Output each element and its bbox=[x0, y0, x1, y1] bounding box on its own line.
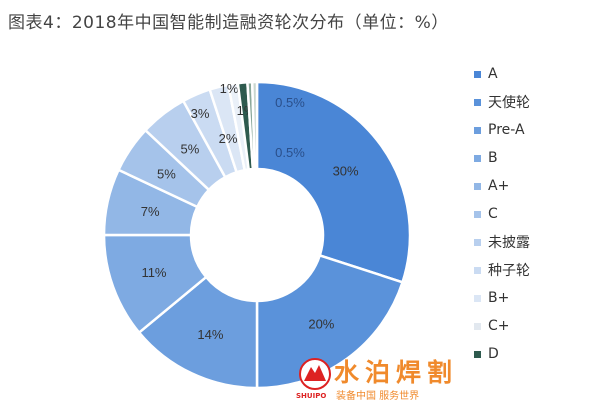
slice-unlabeled-12 bbox=[250, 80, 259, 171]
legend-swatch bbox=[474, 126, 481, 134]
data-label: 5% bbox=[157, 166, 176, 181]
data-label: 1% bbox=[220, 81, 239, 96]
legend-label: A+ bbox=[488, 178, 510, 194]
legend: A 天使轮 Pre-A B A+ C 未披露种子轮 B+ C+ D bbox=[474, 60, 530, 368]
legend-swatch bbox=[474, 350, 481, 358]
legend-item: B bbox=[474, 144, 530, 172]
data-label: 2% bbox=[219, 131, 238, 146]
slice-A bbox=[255, 80, 412, 284]
legend-label: A bbox=[488, 66, 498, 82]
slice-Pre-A bbox=[137, 275, 259, 390]
data-label: 0.5% bbox=[275, 145, 305, 160]
data-label: 30% bbox=[333, 164, 359, 179]
data-label: 5% bbox=[180, 141, 199, 156]
data-label: 11% bbox=[141, 265, 166, 280]
legend-item: B+ bbox=[474, 284, 530, 312]
data-label: 7% bbox=[141, 204, 160, 219]
data-label: 14% bbox=[197, 327, 223, 342]
legend-item: C bbox=[474, 200, 530, 228]
legend-swatch bbox=[474, 210, 481, 218]
legend-item: 天使轮 bbox=[474, 88, 530, 116]
legend-item: 未披露 bbox=[474, 228, 530, 256]
legend-item: Pre-A bbox=[474, 116, 530, 144]
legend-swatch bbox=[474, 70, 481, 78]
legend-swatch bbox=[474, 98, 481, 106]
legend-swatch bbox=[474, 294, 481, 302]
legend-item: A+ bbox=[474, 172, 530, 200]
watermark-logo: 水泊焊割 装备中国 服务世界 SHUIPO bbox=[296, 355, 466, 401]
logo-name: 水泊焊割 bbox=[334, 358, 459, 387]
legend-swatch bbox=[474, 266, 481, 274]
legend-label: 天使轮 bbox=[488, 95, 530, 111]
legend-swatch bbox=[474, 182, 481, 190]
legend-label: 未披露 bbox=[488, 235, 530, 251]
legend-label: B bbox=[488, 150, 498, 166]
data-label: 3% bbox=[191, 106, 210, 121]
data-label: 20% bbox=[308, 317, 334, 332]
legend-label: C+ bbox=[488, 318, 510, 334]
legend-label: C bbox=[488, 206, 498, 222]
legend-item: C+ bbox=[474, 312, 530, 340]
legend-item: 种子轮 bbox=[474, 256, 530, 284]
slice-天使轮 bbox=[255, 253, 405, 390]
legend-swatch bbox=[474, 154, 481, 162]
logo-emblem-icon bbox=[299, 358, 331, 390]
legend-swatch bbox=[474, 322, 481, 330]
legend-item: A bbox=[474, 60, 530, 88]
legend-label: B+ bbox=[488, 290, 510, 306]
data-label: 0.5% bbox=[275, 95, 305, 110]
legend-item: D bbox=[474, 340, 530, 368]
legend-swatch bbox=[474, 238, 481, 246]
legend-label: 种子轮 bbox=[488, 263, 530, 279]
chart-title: 图表4：2018年中国智能制造融资轮次分布（单位：%） bbox=[8, 13, 449, 33]
logo-slogan: 装备中国 服务世界 bbox=[336, 391, 420, 401]
logo-en: SHUIPO bbox=[296, 392, 327, 400]
legend-label: D bbox=[488, 346, 499, 362]
legend-label: Pre-A bbox=[488, 122, 525, 138]
